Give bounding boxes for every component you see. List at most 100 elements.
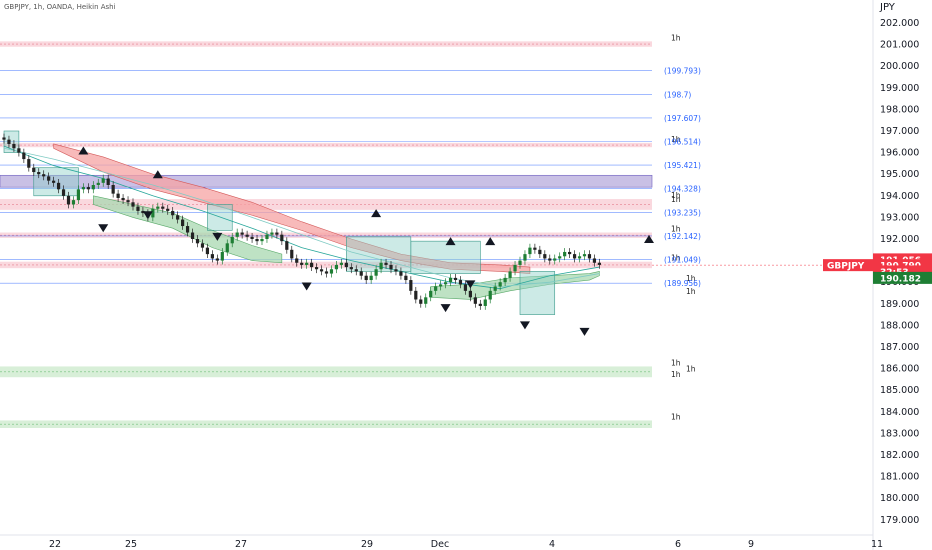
candle-body (71, 200, 76, 205)
sell-signal-marker (445, 237, 456, 246)
candle-body (52, 180, 56, 183)
candle-body (339, 262, 343, 265)
candle-body (419, 299, 423, 304)
candle-body (47, 176, 51, 181)
price-tick-label: 194.000 (880, 191, 919, 202)
candle-body (17, 148, 21, 153)
time-tick-label: 25 (125, 539, 137, 550)
price-tick-label: 197.000 (880, 126, 919, 137)
zone-timeframe-label: 1h (671, 33, 681, 42)
buy-signal-marker (465, 280, 476, 289)
candle-body (7, 139, 11, 144)
candle-body (106, 178, 110, 185)
time-tick-label: 6 (675, 539, 681, 550)
candle-body (245, 234, 249, 237)
candle-body (597, 262, 601, 265)
candle-body (250, 236, 254, 239)
candle-body (359, 271, 363, 276)
candle-body (582, 254, 587, 257)
price-tick-label: 200.000 (880, 61, 919, 72)
candle-body (503, 277, 507, 283)
fib-level-label: (192.142) (664, 232, 701, 241)
fib-level-label: (193.235) (664, 208, 701, 217)
price-tick-label: 189.000 (880, 299, 919, 310)
candle-body (548, 258, 552, 261)
zone-timeframe-label: 1h (671, 370, 681, 379)
candle-body (32, 167, 36, 173)
sell-signal-marker (152, 170, 163, 179)
candle-body (215, 258, 219, 261)
sell-signal-marker (485, 237, 496, 246)
candle-body (225, 243, 229, 252)
candle-body (329, 269, 334, 274)
candle-body (61, 189, 66, 196)
candle-body (96, 182, 100, 185)
consolidation-box (519, 271, 556, 315)
candle-body (319, 269, 324, 272)
candle-body (409, 280, 413, 291)
candle-body (369, 275, 373, 281)
candle-body (185, 226, 190, 233)
candle-body (240, 232, 244, 235)
candle-body (572, 254, 577, 259)
price-tick-label: 192.000 (880, 234, 919, 245)
candle-body (220, 251, 224, 261)
candle-body (374, 269, 378, 276)
price-tick-label: 184.000 (880, 407, 919, 418)
time-tick-label: 27 (235, 539, 247, 550)
consolidation-box (33, 167, 79, 197)
candle-body (324, 271, 329, 274)
price-tick-label: 185.000 (880, 385, 919, 396)
candle-body (91, 185, 95, 190)
time-tick-label: 4 (549, 539, 555, 550)
price-tick-label: 196.000 (880, 148, 919, 159)
candle-body (181, 219, 185, 227)
candle-body (488, 290, 492, 300)
candle-body (389, 264, 393, 270)
candle-body (270, 232, 274, 235)
candle-body (195, 239, 200, 244)
sell-signal-marker (644, 235, 654, 243)
price-tick-label: 199.000 (880, 83, 919, 94)
candle-body (131, 202, 135, 207)
candle-body (568, 251, 572, 255)
candle-body (230, 236, 234, 244)
candle-body (394, 269, 398, 272)
zone-timeframe-label: 1h (671, 254, 681, 263)
buy-signal-marker (98, 224, 109, 233)
fib-level-label: (199.793) (664, 67, 701, 76)
candle-body (37, 172, 41, 175)
candle-body (493, 286, 497, 291)
candle-body (81, 187, 85, 190)
time-tick-label: 9 (748, 539, 754, 550)
candle-body (121, 197, 125, 201)
price-tick-label: 179.000 (880, 515, 919, 526)
candle-body (136, 206, 140, 211)
candle-body (429, 290, 433, 298)
candle-body (2, 137, 6, 140)
buy-signal-marker (142, 211, 153, 220)
candle-body (349, 267, 353, 270)
candle-body (453, 277, 458, 281)
candle-body (508, 271, 512, 278)
candle-body (56, 182, 61, 190)
symbol-tag-bg (823, 259, 873, 272)
fib-level-label: (195.421) (664, 161, 701, 170)
candle-body (448, 277, 453, 283)
price-tick-label: 195.000 (880, 169, 919, 180)
candle-body (12, 143, 16, 149)
sell-signal-marker (371, 209, 382, 218)
candle-body (478, 303, 482, 306)
price-tag: 190.182 (880, 274, 921, 284)
candle-body (473, 297, 477, 304)
candle-body (22, 152, 26, 160)
candle-body (533, 247, 537, 250)
currency-label[interactable]: JPY (879, 2, 896, 13)
price-tick-label: 198.000 (880, 104, 919, 115)
candle-body (404, 275, 408, 281)
candle-body (116, 193, 120, 198)
candle-body (543, 254, 547, 259)
candle-body (166, 208, 170, 211)
candle-body (101, 178, 105, 183)
